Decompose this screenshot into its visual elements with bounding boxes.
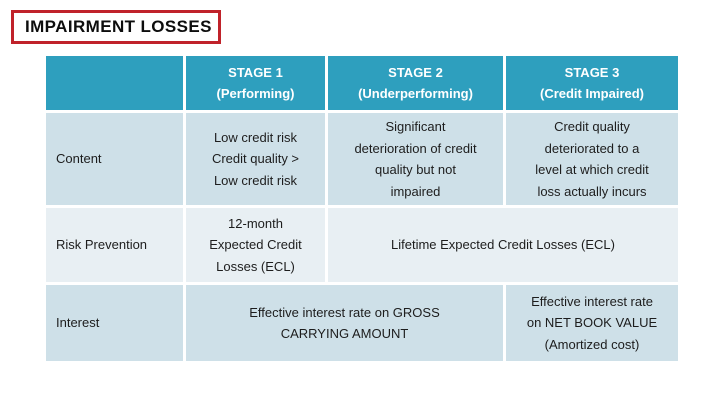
impairment-stages-table: STAGE 1 (Performing) STAGE 2 (Underperfo… bbox=[43, 53, 681, 364]
row-label-interest: Interest bbox=[43, 282, 186, 364]
header-stage3-title: STAGE 3 bbox=[564, 65, 620, 80]
content-stage3-cell: Credit quality deteriorated to a level a… bbox=[503, 110, 681, 208]
row-label-risk-prevention: Risk Prevention bbox=[43, 205, 186, 285]
header-stage1-subtitle: (Performing) bbox=[216, 86, 295, 101]
slide-title: IMPAIRMENT LOSSES bbox=[25, 17, 212, 36]
risk-stage2-3-merged-cell: Lifetime Expected Credit Losses (ECL) bbox=[325, 205, 681, 285]
slide-title-box: IMPAIRMENT LOSSES bbox=[11, 10, 221, 44]
header-stage2: STAGE 2 (Underperforming) bbox=[325, 53, 506, 113]
interest-stage1-2-merged-cell: Effective interest rate on GROSS CARRYIN… bbox=[183, 282, 506, 364]
header-stage2-subtitle: (Underperforming) bbox=[358, 86, 473, 101]
header-stage1: STAGE 1 (Performing) bbox=[183, 53, 328, 113]
header-stage1-title: STAGE 1 bbox=[228, 65, 283, 80]
table-row-risk-prevention: Risk Prevention 12-month Expected Credit… bbox=[43, 205, 681, 285]
risk-stage1-cell: 12-month Expected Credit Losses (ECL) bbox=[183, 205, 328, 285]
header-stage3: STAGE 3 (Credit Impaired) bbox=[503, 53, 681, 113]
header-corner-cell bbox=[43, 53, 186, 113]
interest-stage3-cell: Effective interest rate on NET BOOK VALU… bbox=[503, 282, 681, 364]
table-row-interest: Interest Effective interest rate on GROS… bbox=[43, 282, 681, 364]
content-stage2-cell: Significant deterioration of credit qual… bbox=[325, 110, 506, 208]
row-label-content: Content bbox=[43, 110, 186, 208]
header-stage2-title: STAGE 2 bbox=[388, 65, 443, 80]
content-stage1-cell: Low credit risk Credit quality > Low cre… bbox=[183, 110, 328, 208]
table-row-content: Content Low credit risk Credit quality >… bbox=[43, 110, 681, 208]
table-header-row: STAGE 1 (Performing) STAGE 2 (Underperfo… bbox=[43, 53, 681, 113]
header-stage3-subtitle: (Credit Impaired) bbox=[539, 86, 644, 101]
